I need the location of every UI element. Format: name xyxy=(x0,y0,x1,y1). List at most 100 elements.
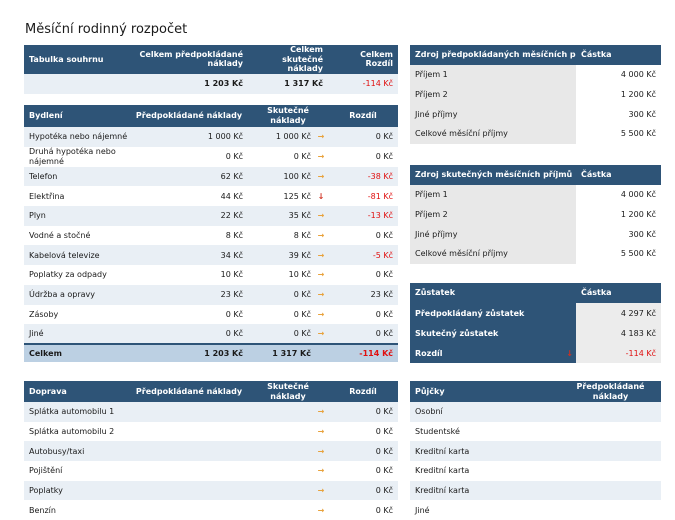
housing-row-diff: 23 Kč xyxy=(328,284,399,305)
housing-total-label: Celkem xyxy=(24,342,130,362)
transport-row-diff: 0 Kč xyxy=(328,480,399,501)
actual_income-row-label: Příjem 1 xyxy=(410,185,576,205)
balance-table: Zůstatek Částka Předpokládaný zůstatek 4… xyxy=(410,283,661,363)
summary-header-diff: Celkem Rozdíl xyxy=(328,45,398,74)
table-row: Kreditní karta xyxy=(410,461,661,481)
transport-row-label: Splátka automobilu 2 xyxy=(24,421,130,442)
housing-row-diff: 0 Kč xyxy=(328,304,399,325)
transport-header-planned: Předpokládané náklady xyxy=(130,381,248,402)
arrow-right-icon: → xyxy=(317,211,325,221)
arrow-right-icon: → xyxy=(317,446,325,456)
loans-row-label: Studentské xyxy=(410,421,560,442)
housing-row-label: Hypotéka nebo nájemné xyxy=(24,127,130,147)
page-title: Měsíční rodinný rozpočet xyxy=(25,22,188,37)
summary-header-planned: Celkem předpokládané náklady xyxy=(130,45,248,74)
planned_income-row-label: Celkové měsíční příjmy xyxy=(410,124,576,144)
table-row: Poplatky → 0 Kč xyxy=(24,480,399,501)
actual_income-row-value: 4 000 Kč xyxy=(576,185,661,205)
housing-row-planned: 44 Kč xyxy=(130,186,248,207)
table-row: Celkové měsíční příjmy 5 500 Kč xyxy=(410,124,661,144)
table-row: Hypotéka nebo nájemné 1 000 Kč 1 000 Kč → 0 … xyxy=(24,127,399,147)
housing-row-diff: -13 Kč xyxy=(328,206,399,226)
balance-header-amount: Částka xyxy=(576,283,661,303)
arrow-down-icon: ↓ xyxy=(566,348,573,358)
housing-row-planned: 10 Kč xyxy=(130,265,248,285)
housing-table: Bydlení Předpokládané náklady Skutečné n… xyxy=(24,105,399,362)
housing-row-planned: 22 Kč xyxy=(130,206,248,226)
housing-row-label: Poplatky za odpady xyxy=(24,265,130,285)
housing-header-label: Bydlení xyxy=(24,105,130,127)
table-row: Celkové měsíční příjmy 5 500 Kč xyxy=(410,244,661,264)
loans-header-label: Půjčky xyxy=(410,381,560,402)
planned_income-row-value: 1 200 Kč xyxy=(576,84,661,105)
loans-row-label: Kreditní karta xyxy=(410,461,560,481)
summary-actual-value: 1 317 Kč xyxy=(248,73,328,94)
arrow-right-icon: → xyxy=(317,427,325,437)
table-row: Studentské xyxy=(410,421,661,442)
loans-table: Půjčky Předpokládané náklady Osobní Stude… xyxy=(410,381,661,520)
table-row: Druhá hypotéka nebo nájemné 0 Kč 0 Kč → 0 Kč xyxy=(24,146,399,167)
housing-row-planned: 23 Kč xyxy=(130,284,248,305)
summary-planned-value: 1 203 Kč xyxy=(130,73,248,94)
housing-row-label: Druhá hypotéka nebo nájemné xyxy=(24,146,130,167)
housing-row-diff: -38 Kč xyxy=(328,166,399,187)
planned-income-header-amount: Částka xyxy=(576,45,661,65)
table-row: Jiné příjmy 300 Kč xyxy=(410,104,661,125)
actual_income-row-label: Jiné příjmy xyxy=(410,224,576,245)
arrow-down-icon: ↓ xyxy=(317,191,325,201)
housing-row-actual: 10 Kč xyxy=(248,265,316,285)
transport-header-label: Doprava xyxy=(24,381,130,402)
table-row: Benzín → 0 Kč xyxy=(24,500,399,520)
housing-row-label: Vodné a stočné xyxy=(24,225,130,246)
balance-actual-label: Skutečný zůstatek xyxy=(410,323,576,343)
housing-row-planned: 0 Kč xyxy=(130,324,248,344)
arrow-right-icon: → xyxy=(317,172,325,182)
table-row: Vodné a stočné 8 Kč 8 Kč → 0 Kč xyxy=(24,225,399,246)
housing-row-diff: -81 Kč xyxy=(328,186,399,207)
transport-row-label: Pojištění xyxy=(24,461,130,481)
housing-row-label: Kabelová televize xyxy=(24,245,130,266)
table-row: Údržba a opravy 23 Kč 0 Kč → 23 Kč xyxy=(24,284,399,305)
loans-row-label: Osobní xyxy=(410,402,560,422)
table-row: Osobní xyxy=(410,402,661,422)
housing-row-actual: 0 Kč xyxy=(248,324,316,344)
actual_income-row-value: 300 Kč xyxy=(576,224,661,245)
housing-row-actual: 0 Kč xyxy=(248,146,316,167)
transport-row-diff: 0 Kč xyxy=(328,500,399,520)
table-row: Poplatky za odpady 10 Kč 10 Kč → 0 Kč xyxy=(24,265,399,285)
actual_income-row-value: 1 200 Kč xyxy=(576,204,661,225)
arrow-right-icon: → xyxy=(317,290,325,300)
balance-actual-value: 4 183 Kč xyxy=(576,323,661,343)
balance-header-label: Zůstatek xyxy=(410,283,576,303)
balance-diff-label-text: Rozdíl xyxy=(415,348,443,358)
arrow-right-icon: → xyxy=(317,309,325,319)
arrow-right-icon: → xyxy=(317,250,325,260)
housing-row-diff: 0 Kč xyxy=(328,146,399,167)
loans-header-planned: Předpokládané náklady xyxy=(560,381,661,402)
transport-header-actual: Skutečné náklady xyxy=(248,381,329,402)
transport-row-diff: 0 Kč xyxy=(328,461,399,481)
transport-row-label: Poplatky xyxy=(24,480,130,501)
housing-row-planned: 0 Kč xyxy=(130,146,248,167)
housing-row-actual: 8 Kč xyxy=(248,225,316,246)
loans-row-label: Kreditní karta xyxy=(410,480,560,501)
table-row: Kreditní karta xyxy=(410,441,661,462)
arrow-right-icon: → xyxy=(317,407,325,417)
housing-row-diff: 0 Kč xyxy=(328,127,399,147)
summary-diff-value: -114 Kč xyxy=(328,73,398,94)
housing-total-diff: -114 Kč xyxy=(328,342,399,362)
transport-row-diff: 0 Kč xyxy=(328,402,399,422)
table-row: Kreditní karta xyxy=(410,480,661,501)
planned_income-row-value: 4 000 Kč xyxy=(576,65,661,85)
arrow-right-icon: → xyxy=(317,132,325,142)
housing-row-diff: -5 Kč xyxy=(328,245,399,266)
actual-income-header-amount: Částka xyxy=(576,165,661,185)
loans-row-label: Jiné xyxy=(410,500,560,520)
arrow-right-icon: → xyxy=(317,152,325,162)
transport-row-diff: 0 Kč xyxy=(328,441,399,462)
arrow-right-icon: → xyxy=(317,486,325,496)
table-row: Autobusy/taxi → 0 Kč xyxy=(24,441,399,462)
housing-row-label: Jiné xyxy=(24,324,130,344)
